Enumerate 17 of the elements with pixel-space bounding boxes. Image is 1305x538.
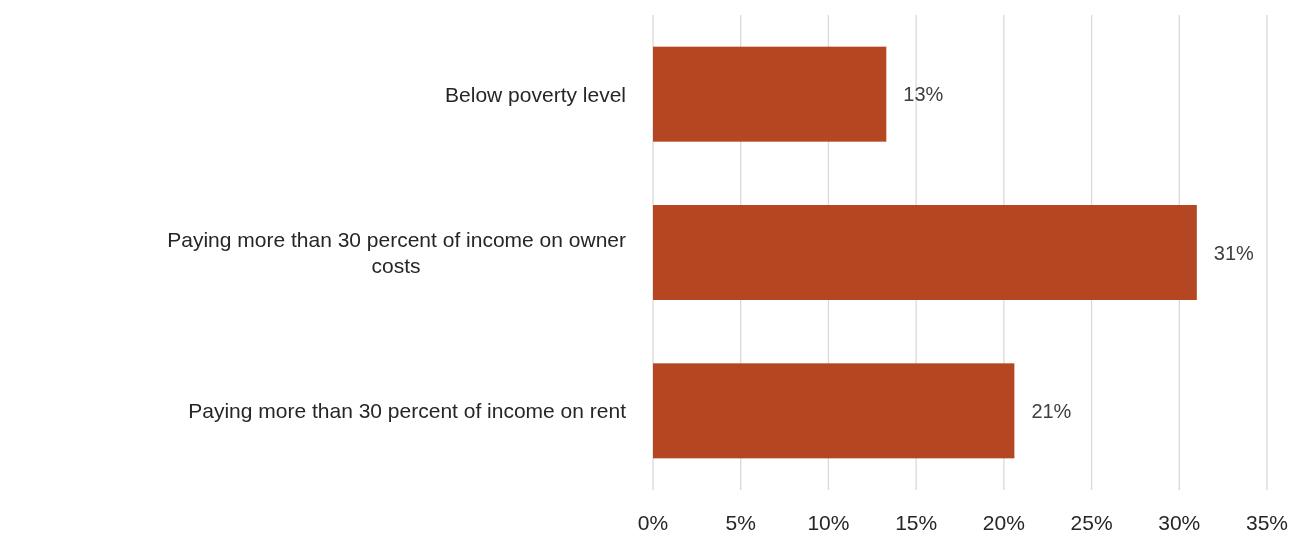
x-tick-label: 10% bbox=[807, 511, 850, 534]
data-label: 21% bbox=[1031, 399, 1072, 422]
x-tick-label: 20% bbox=[982, 511, 1025, 534]
y-tick-label: Paying more than 30 percent of income on rent bbox=[188, 399, 627, 423]
bar bbox=[653, 46, 887, 142]
data-label: 13% bbox=[903, 83, 944, 106]
x-tick-label: 25% bbox=[1070, 511, 1113, 534]
x-tick-label: 35% bbox=[1245, 511, 1289, 534]
y-tick-label: Paying more than 30 percent of income on owner costs bbox=[167, 227, 626, 277]
x-tick-label: 5% bbox=[725, 511, 756, 534]
x-tick-label: 15% bbox=[895, 511, 938, 534]
data-label: 31% bbox=[1213, 241, 1255, 264]
y-tick-label: Below poverty level bbox=[445, 82, 626, 106]
bar bbox=[653, 205, 1197, 300]
x-tick-label: 30% bbox=[1158, 511, 1201, 534]
bar bbox=[653, 363, 1015, 459]
x-tick-label: 0% bbox=[637, 511, 669, 534]
